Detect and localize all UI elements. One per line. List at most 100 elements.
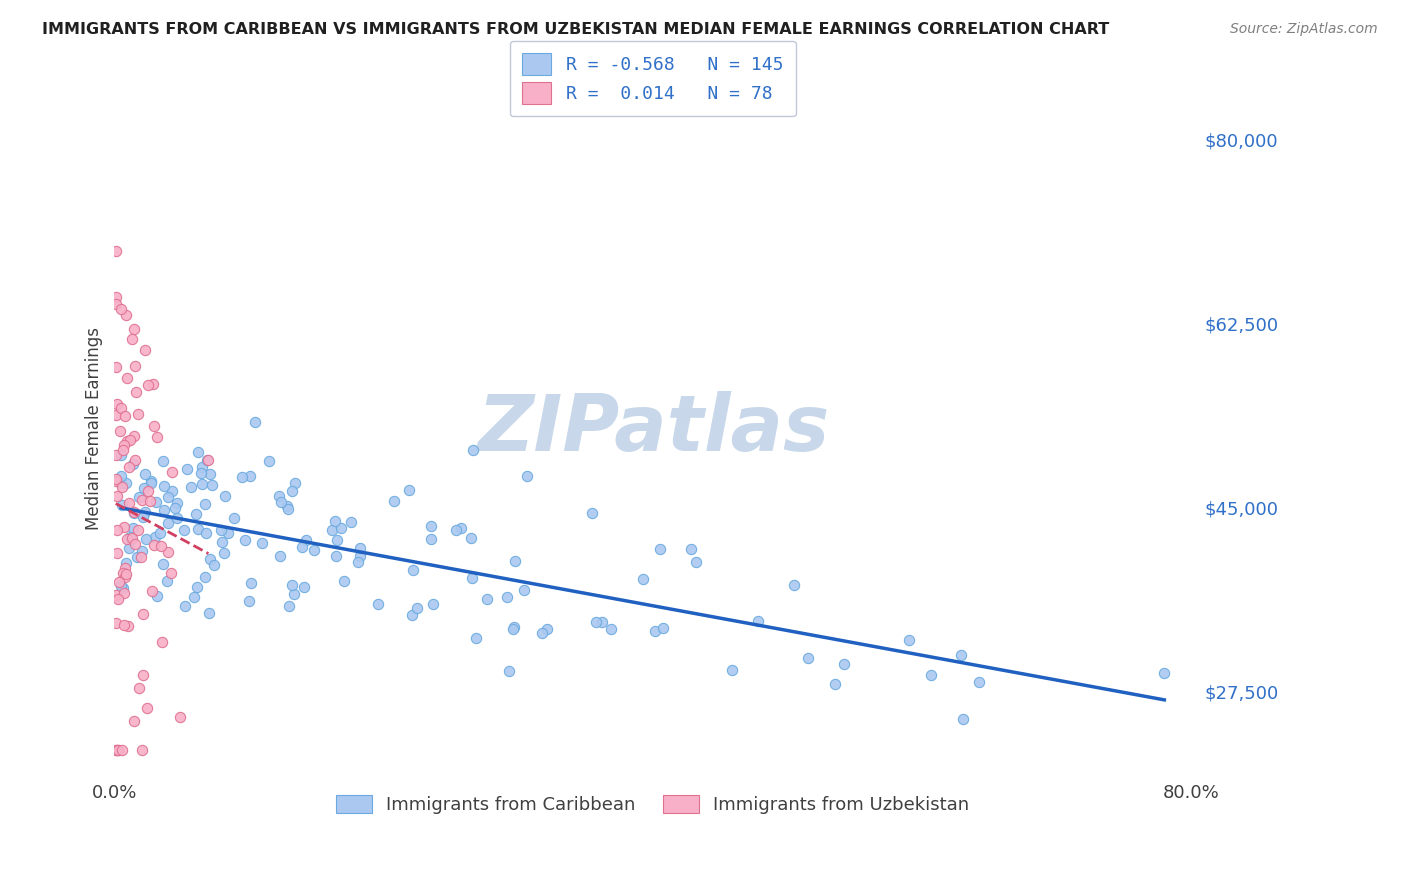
Point — [146, 430, 169, 444]
Point — [173, 599, 195, 614]
Point — [330, 520, 353, 534]
Point — [644, 624, 666, 638]
Point — [131, 544, 153, 558]
Point — [152, 558, 174, 572]
Point — [107, 742, 129, 756]
Point — [325, 549, 347, 563]
Point — [112, 586, 135, 600]
Point — [124, 714, 146, 728]
Point — [115, 557, 138, 571]
Point — [581, 506, 603, 520]
Point — [243, 415, 266, 429]
Point — [420, 532, 443, 546]
Point — [125, 550, 148, 565]
Point — [832, 657, 855, 671]
Legend: Immigrants from Caribbean, Immigrants from Uzbekistan: Immigrants from Caribbean, Immigrants fr… — [326, 786, 979, 823]
Point — [187, 522, 209, 536]
Point — [460, 531, 482, 545]
Point — [513, 583, 536, 598]
Point — [122, 457, 145, 471]
Point — [111, 581, 134, 595]
Point — [111, 480, 134, 494]
Point — [105, 448, 128, 462]
Point — [127, 524, 149, 538]
Point — [117, 460, 139, 475]
Point — [194, 497, 217, 511]
Point — [898, 632, 921, 647]
Point — [209, 523, 232, 537]
Point — [111, 742, 134, 756]
Point — [1153, 666, 1175, 681]
Point — [122, 521, 145, 535]
Point — [240, 576, 263, 591]
Point — [157, 490, 180, 504]
Point — [176, 462, 198, 476]
Point — [197, 452, 219, 467]
Point — [250, 536, 273, 550]
Point — [747, 614, 769, 628]
Point — [132, 668, 155, 682]
Point — [198, 607, 221, 621]
Point — [824, 677, 846, 691]
Point — [536, 622, 558, 636]
Point — [124, 453, 146, 467]
Point — [115, 370, 138, 384]
Point — [321, 523, 343, 537]
Point — [105, 472, 128, 486]
Point — [104, 297, 127, 311]
Point — [450, 520, 472, 534]
Point — [110, 302, 132, 317]
Point — [648, 542, 671, 557]
Point — [233, 533, 256, 547]
Text: Source: ZipAtlas.com: Source: ZipAtlas.com — [1230, 22, 1378, 37]
Point — [180, 480, 202, 494]
Point — [120, 533, 142, 547]
Point — [461, 570, 484, 584]
Point — [382, 494, 405, 508]
Point — [145, 495, 167, 509]
Point — [191, 459, 214, 474]
Point — [117, 496, 139, 510]
Point — [108, 575, 131, 590]
Point — [475, 592, 498, 607]
Point — [160, 566, 183, 580]
Point — [278, 599, 301, 613]
Point — [136, 483, 159, 498]
Point — [152, 454, 174, 468]
Point — [139, 494, 162, 508]
Point — [114, 409, 136, 423]
Point — [141, 583, 163, 598]
Point — [105, 546, 128, 560]
Point — [157, 516, 180, 530]
Point — [222, 511, 245, 525]
Point — [190, 466, 212, 480]
Point — [419, 519, 441, 533]
Point — [503, 620, 526, 634]
Point — [104, 290, 127, 304]
Point — [125, 384, 148, 399]
Point — [104, 408, 127, 422]
Point — [108, 424, 131, 438]
Point — [141, 475, 163, 490]
Point — [110, 475, 132, 490]
Point — [281, 483, 304, 498]
Point — [131, 492, 153, 507]
Point — [142, 538, 165, 552]
Point — [107, 592, 129, 607]
Point — [444, 523, 467, 537]
Point — [146, 590, 169, 604]
Point — [160, 484, 183, 499]
Point — [949, 648, 972, 663]
Point — [591, 615, 613, 629]
Point — [132, 607, 155, 622]
Point — [128, 681, 150, 696]
Point — [156, 574, 179, 588]
Point — [114, 476, 136, 491]
Point — [134, 343, 156, 358]
Point — [194, 570, 217, 584]
Point — [340, 515, 363, 529]
Point — [122, 322, 145, 336]
Point — [186, 580, 208, 594]
Point — [184, 507, 207, 521]
Point — [496, 590, 519, 604]
